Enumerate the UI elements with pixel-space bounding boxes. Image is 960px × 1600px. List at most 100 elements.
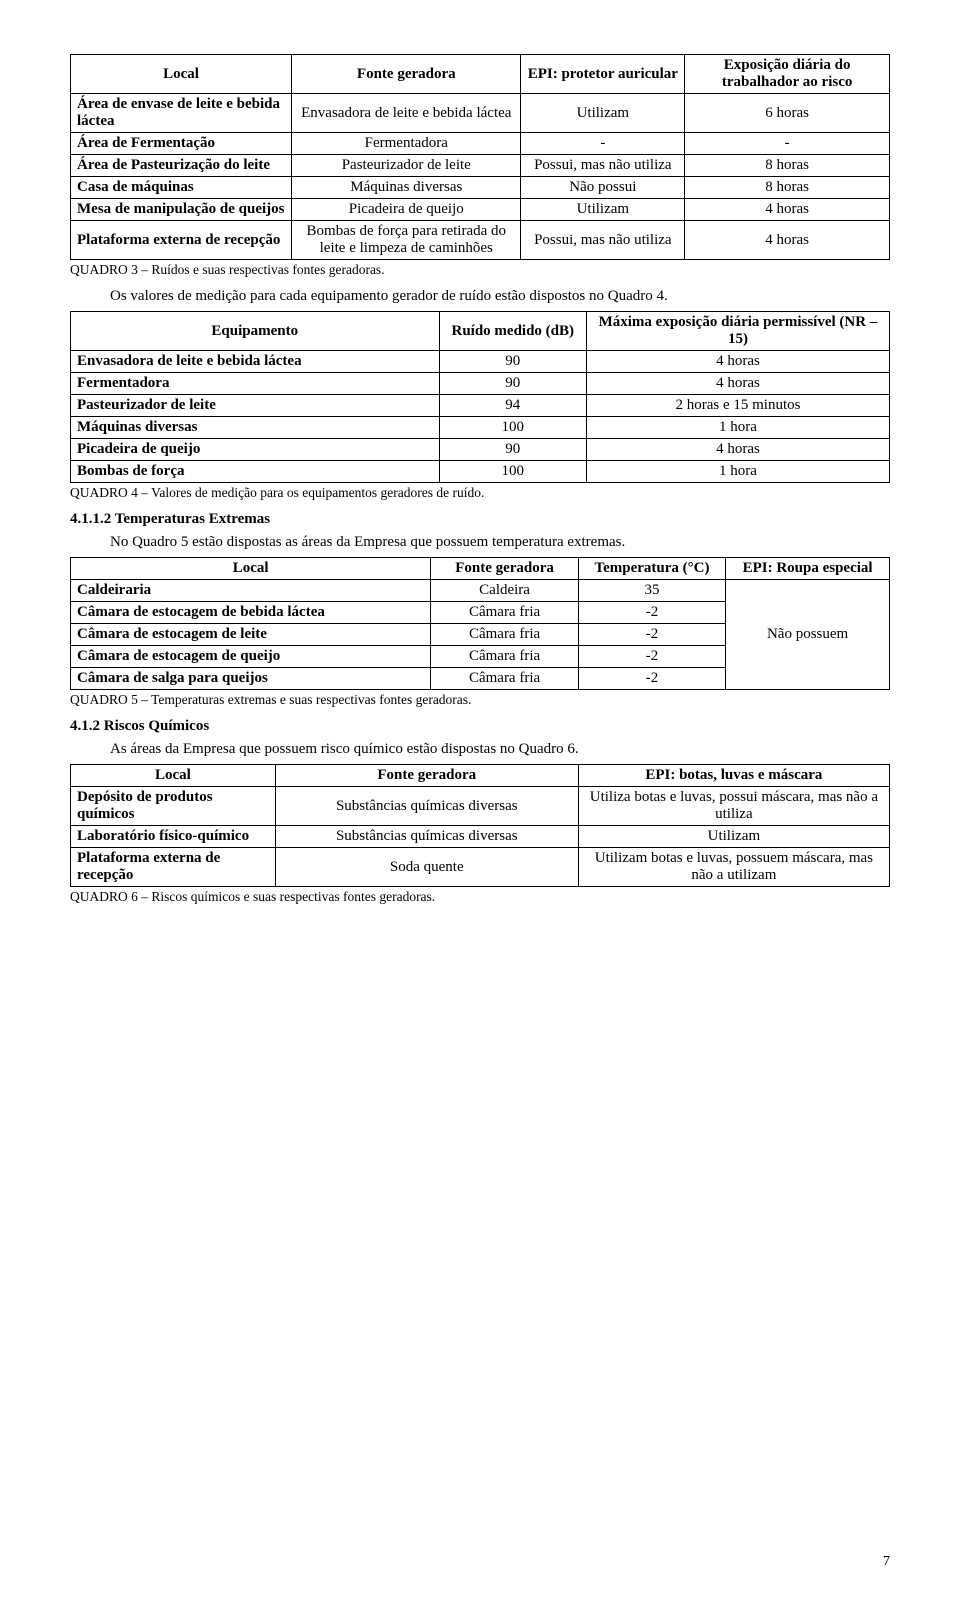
- cell: 1 hora: [586, 461, 889, 483]
- table-row: Bombas de força 100 1 hora: [71, 461, 890, 483]
- cell: 35: [578, 580, 725, 602]
- cell: Fermentadora: [77, 375, 169, 391]
- cell: Envasadora de leite e bebida láctea: [77, 353, 302, 369]
- cell: Casa de máquinas: [77, 179, 194, 195]
- cell: Laboratório físico-químico: [77, 828, 249, 844]
- cell: Não possui: [521, 177, 685, 199]
- table-row: Casa de máquinas Máquinas diversas Não p…: [71, 177, 890, 199]
- caption-quadro3: QUADRO 3 – Ruídos e suas respectivas fon…: [70, 262, 890, 278]
- table-row: Pasteurizador de leite 94 2 horas e 15 m…: [71, 395, 890, 417]
- table-row: Depósito de produtos químicos Substância…: [71, 787, 890, 826]
- cell: Mesa de manipulação de queijos: [77, 201, 285, 217]
- table-row: Plataforma externa de recepção Soda quen…: [71, 848, 890, 887]
- cell: Utilizam: [521, 94, 685, 133]
- cell: Soda quente: [275, 848, 578, 887]
- cell: 90: [439, 439, 586, 461]
- t3-h2: EPI: protetor auricular: [521, 55, 685, 94]
- table-row: Picadeira de queijo 90 4 horas: [71, 439, 890, 461]
- cell: 8 horas: [685, 177, 890, 199]
- cell: 4 horas: [586, 351, 889, 373]
- cell: Pasteurizador de leite: [292, 155, 521, 177]
- table-row: Envasadora de leite e bebida láctea 90 4…: [71, 351, 890, 373]
- cell: 94: [439, 395, 586, 417]
- table-row: Área de Fermentação Fermentadora - -: [71, 133, 890, 155]
- paragraph: Os valores de medição para cada equipame…: [70, 288, 890, 305]
- cell: 4 horas: [586, 439, 889, 461]
- cell: -2: [578, 668, 725, 690]
- t4-h2: Máxima exposição diária permissível (NR …: [586, 312, 889, 351]
- cell: Substâncias químicas diversas: [275, 826, 578, 848]
- table-quadro5: Local Fonte geradora Temperatura (°C) EP…: [70, 557, 890, 690]
- cell: Utilizam botas e luvas, possuem máscara,…: [578, 848, 889, 887]
- t3-h3: Exposição diária do trabalhador ao risco: [685, 55, 890, 94]
- cell: Câmara fria: [431, 668, 578, 690]
- t5-h0: Local: [71, 558, 431, 580]
- table-quadro4: Equipamento Ruído medido (dB) Máxima exp…: [70, 311, 890, 483]
- table-row: Área de Pasteurização do leite Pasteuriz…: [71, 155, 890, 177]
- cell: 90: [439, 373, 586, 395]
- t4-h1: Ruído medido (dB): [439, 312, 586, 351]
- cell: Depósito de produtos químicos: [77, 789, 213, 822]
- cell: -: [521, 133, 685, 155]
- cell: 100: [439, 461, 586, 483]
- cell: Utilizam: [578, 826, 889, 848]
- t6-h0: Local: [71, 765, 276, 787]
- cell: Máquinas diversas: [77, 419, 197, 435]
- cell: Possui, mas não utiliza: [521, 221, 685, 260]
- cell: Câmara de estocagem de leite: [77, 626, 267, 642]
- table-row: Plataforma externa de recepção Bombas de…: [71, 221, 890, 260]
- cell: Câmara de estocagem de queijo: [77, 648, 280, 664]
- cell: Pasteurizador de leite: [77, 397, 216, 413]
- cell: 4 horas: [685, 221, 890, 260]
- cell: 90: [439, 351, 586, 373]
- cell: 4 horas: [586, 373, 889, 395]
- cell: Possui, mas não utiliza: [521, 155, 685, 177]
- cell: Bombas de força para retirada do leite e…: [292, 221, 521, 260]
- caption-quadro4: QUADRO 4 – Valores de medição para os eq…: [70, 485, 890, 501]
- cell: -: [685, 133, 890, 155]
- table-quadro3: Local Fonte geradora EPI: protetor auric…: [70, 54, 890, 260]
- t5-h3: EPI: Roupa especial: [726, 558, 890, 580]
- cell: Câmara de salga para queijos: [77, 670, 268, 686]
- cell: -2: [578, 602, 725, 624]
- t6-h1: Fonte geradora: [275, 765, 578, 787]
- heading-quimicos: 4.1.2 Riscos Químicos: [70, 718, 890, 735]
- table-row: Fermentadora 90 4 horas: [71, 373, 890, 395]
- cell: Câmara de estocagem de bebida láctea: [77, 604, 325, 620]
- t3-h1: Fonte geradora: [292, 55, 521, 94]
- table-row: Mesa de manipulação de queijos Picadeira…: [71, 199, 890, 221]
- cell: Utilizam: [521, 199, 685, 221]
- table-row: Caldeiraria Caldeira 35 Não possuem: [71, 580, 890, 602]
- cell: Câmara fria: [431, 646, 578, 668]
- cell: Caldeiraria: [77, 582, 151, 598]
- caption-quadro5: QUADRO 5 – Temperaturas extremas e suas …: [70, 692, 890, 708]
- cell: 4 horas: [685, 199, 890, 221]
- table-quadro6: Local Fonte geradora EPI: botas, luvas e…: [70, 764, 890, 887]
- cell: Plataforma externa de recepção: [77, 232, 280, 248]
- cell: Picadeira de queijo: [292, 199, 521, 221]
- cell: Substâncias químicas diversas: [275, 787, 578, 826]
- t3-h0: Local: [71, 55, 292, 94]
- cell: -2: [578, 624, 725, 646]
- cell: Picadeira de queijo: [77, 441, 200, 457]
- table-row: Laboratório físico-químico Substâncias q…: [71, 826, 890, 848]
- cell: Área de Fermentação: [77, 135, 215, 151]
- heading-temperaturas: 4.1.1.2 Temperaturas Extremas: [70, 511, 890, 528]
- cell: 2 horas e 15 minutos: [586, 395, 889, 417]
- cell: Câmara fria: [431, 602, 578, 624]
- cell: Plataforma externa de recepção: [77, 850, 220, 883]
- cell: 8 horas: [685, 155, 890, 177]
- t4-h0: Equipamento: [71, 312, 440, 351]
- caption-quadro6: QUADRO 6 – Riscos químicos e suas respec…: [70, 889, 890, 905]
- cell: -2: [578, 646, 725, 668]
- paragraph: No Quadro 5 estão dispostas as áreas da …: [70, 534, 890, 551]
- t5-h2: Temperatura (°C): [578, 558, 725, 580]
- table-row: Máquinas diversas 100 1 hora: [71, 417, 890, 439]
- cell: Câmara fria: [431, 624, 578, 646]
- cell: Caldeira: [431, 580, 578, 602]
- page-number: 7: [883, 1554, 890, 1570]
- t5-h1: Fonte geradora: [431, 558, 578, 580]
- table-row: Área de envase de leite e bebida láctea …: [71, 94, 890, 133]
- cell: 100: [439, 417, 586, 439]
- paragraph: As áreas da Empresa que possuem risco qu…: [70, 741, 890, 758]
